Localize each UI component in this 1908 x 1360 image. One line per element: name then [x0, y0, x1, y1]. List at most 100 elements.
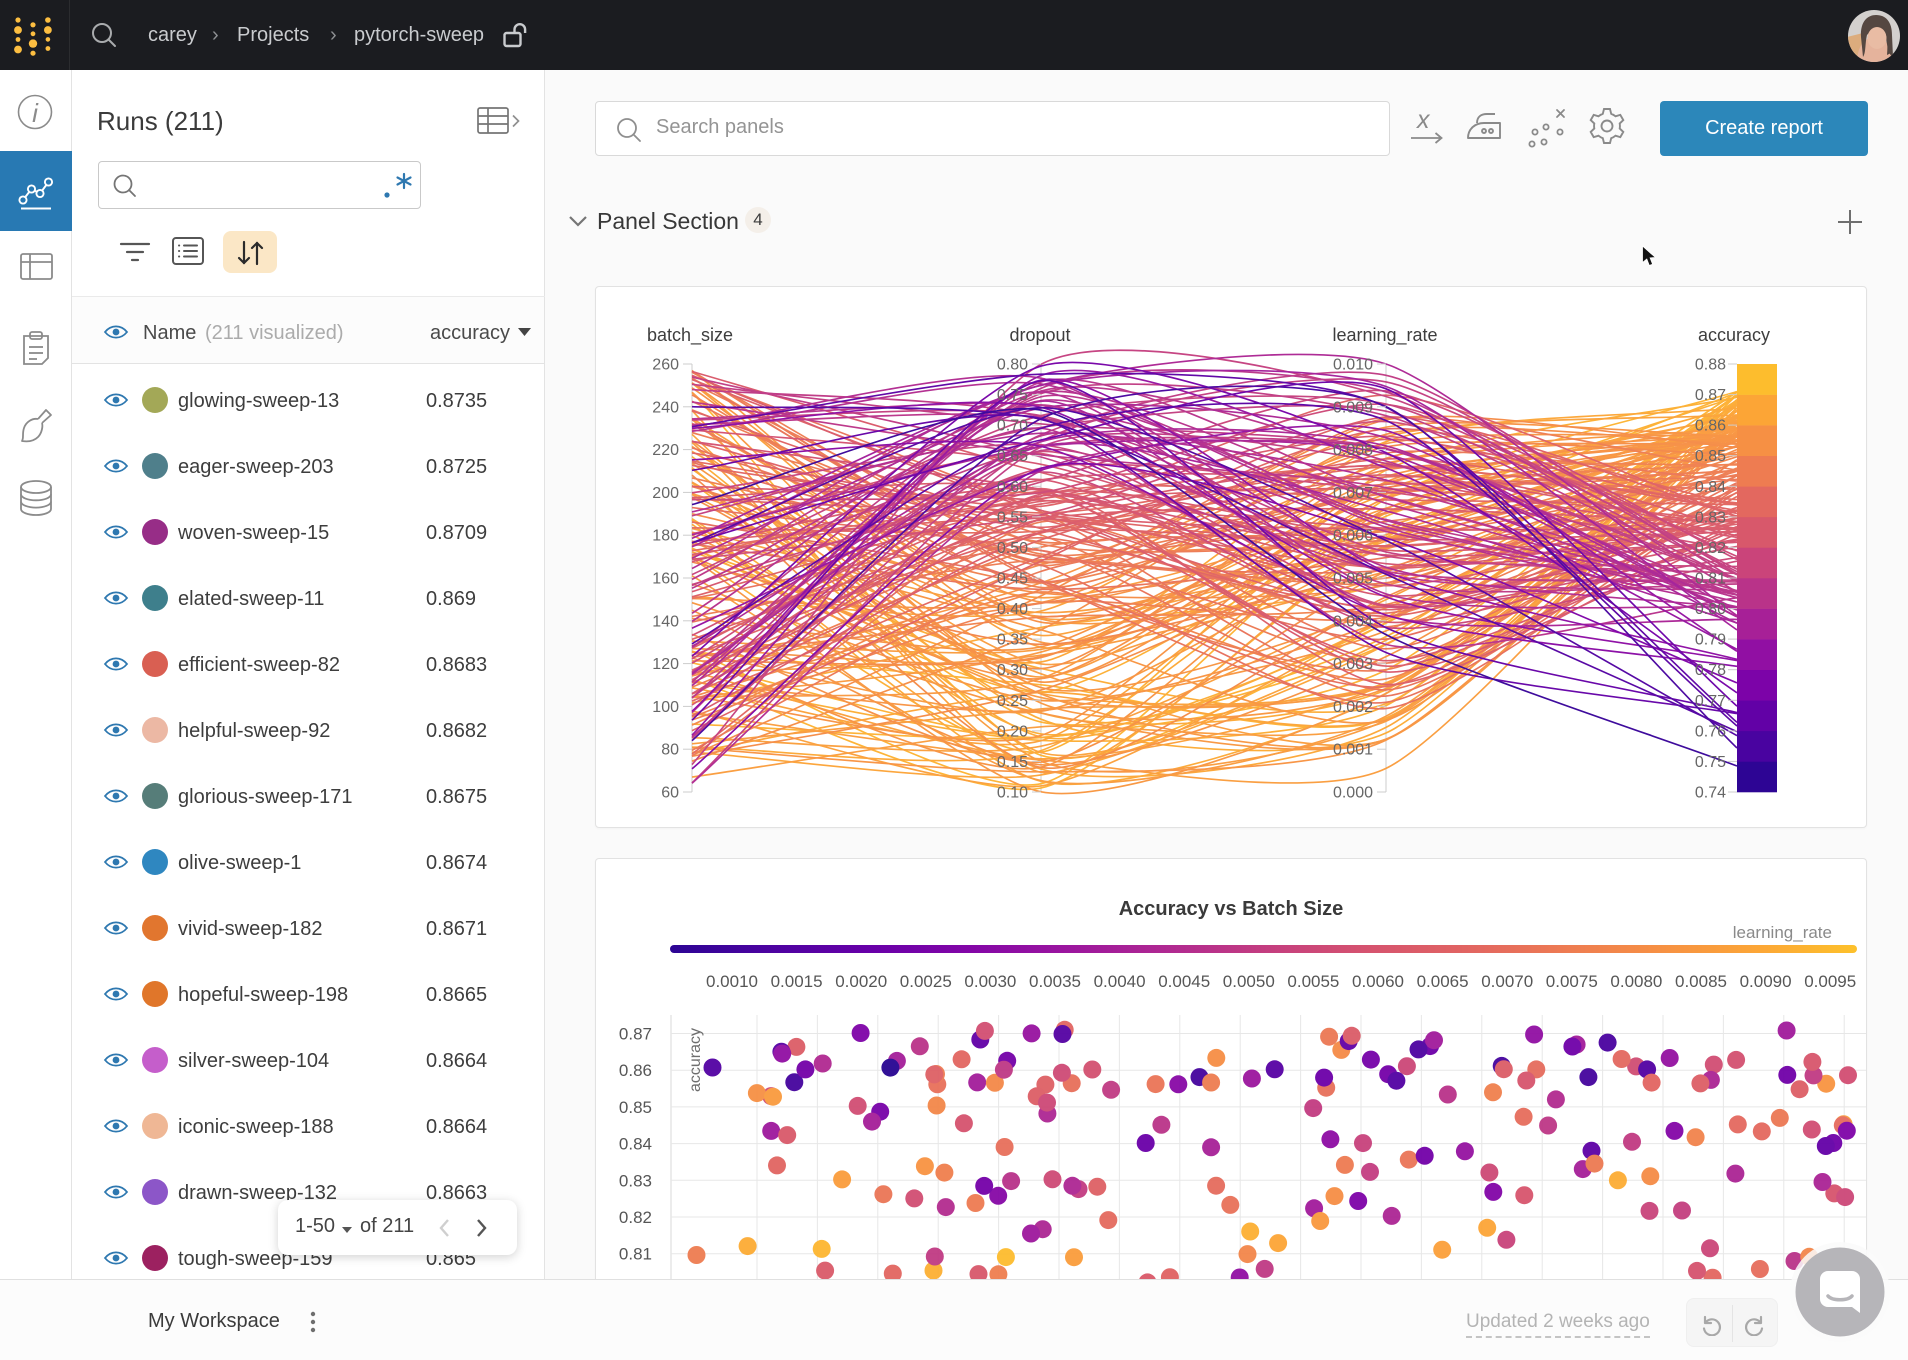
svg-text:0.006: 0.006	[1333, 528, 1373, 545]
svg-text:0.0030: 0.0030	[964, 972, 1016, 991]
svg-text:80: 80	[661, 742, 679, 759]
svg-text:0.0025: 0.0025	[900, 972, 952, 991]
svg-text:0.003: 0.003	[1333, 656, 1373, 673]
svg-text:0.0010: 0.0010	[706, 972, 758, 991]
svg-text:100: 100	[652, 699, 679, 716]
svg-text:0.86: 0.86	[1695, 418, 1726, 435]
svg-text:0.60: 0.60	[997, 479, 1028, 496]
svg-text:hopeful-sweep-198: hopeful-sweep-198	[178, 984, 348, 1006]
svg-text:0.10: 0.10	[997, 785, 1028, 802]
svg-text:0.15: 0.15	[997, 754, 1028, 771]
svg-text:0.55: 0.55	[997, 509, 1028, 526]
svg-text:0.80: 0.80	[997, 357, 1028, 374]
svg-text:0.8725: 0.8725	[426, 456, 487, 478]
svg-text:0.0020: 0.0020	[835, 972, 887, 991]
svg-text:(211 visualized): (211 visualized)	[205, 322, 344, 344]
svg-text:180: 180	[652, 528, 679, 545]
svg-text:0.85: 0.85	[1695, 448, 1726, 465]
svg-text:0.009: 0.009	[1333, 399, 1373, 416]
svg-text:0.82: 0.82	[619, 1208, 652, 1227]
svg-text:0.84: 0.84	[619, 1135, 652, 1154]
svg-text:0.83: 0.83	[619, 1171, 652, 1190]
svg-text:learning_rate: learning_rate	[1733, 923, 1832, 942]
svg-text:0.8683: 0.8683	[426, 654, 487, 676]
svg-text:0.75: 0.75	[997, 387, 1028, 404]
svg-text:drawn-sweep-132: drawn-sweep-132	[178, 1182, 337, 1204]
svg-text:0.74: 0.74	[1695, 785, 1726, 802]
svg-text:x: x	[1416, 106, 1431, 134]
svg-text:0.0055: 0.0055	[1287, 972, 1339, 991]
svg-text:200: 200	[652, 485, 679, 502]
svg-text:0.86: 0.86	[619, 1061, 652, 1080]
svg-text:accuracy: accuracy	[430, 322, 510, 344]
svg-text:0.79: 0.79	[1695, 632, 1726, 649]
svg-text:0.0040: 0.0040	[1094, 972, 1146, 991]
svg-text:0.76: 0.76	[1695, 723, 1726, 740]
svg-text:batch_size: batch_size	[647, 325, 733, 346]
svg-text:0.30: 0.30	[997, 662, 1028, 679]
svg-text:0.84: 0.84	[1695, 479, 1726, 496]
svg-text:0.65: 0.65	[997, 448, 1028, 465]
svg-text:160: 160	[652, 571, 679, 588]
svg-text:0.45: 0.45	[997, 571, 1028, 588]
svg-text:0.8675: 0.8675	[426, 786, 487, 808]
svg-text:240: 240	[652, 399, 679, 416]
svg-text:0.40: 0.40	[997, 601, 1028, 618]
svg-text:0.87: 0.87	[619, 1025, 652, 1044]
svg-text:silver-sweep-104: silver-sweep-104	[178, 1050, 329, 1072]
svg-text:0.87: 0.87	[1695, 387, 1726, 404]
svg-text:60: 60	[661, 785, 679, 802]
svg-text:0.8664: 0.8664	[426, 1116, 487, 1138]
svg-text:0.81: 0.81	[619, 1245, 652, 1264]
svg-text:woven-sweep-15: woven-sweep-15	[177, 522, 329, 544]
svg-text:0.78: 0.78	[1695, 662, 1726, 679]
svg-text:0.8664: 0.8664	[426, 1050, 487, 1072]
svg-text:accuracy: accuracy	[687, 1028, 704, 1092]
svg-text:0.0015: 0.0015	[771, 972, 823, 991]
svg-text:accuracy: accuracy	[1698, 325, 1770, 345]
svg-text:0.0065: 0.0065	[1417, 972, 1469, 991]
svg-text:0.001: 0.001	[1333, 742, 1373, 759]
svg-text:0.85: 0.85	[619, 1098, 652, 1117]
svg-text:eager-sweep-203: eager-sweep-203	[178, 456, 334, 478]
svg-text:0.8663: 0.8663	[426, 1182, 487, 1204]
svg-text:0.70: 0.70	[997, 418, 1028, 435]
svg-text:120: 120	[652, 656, 679, 673]
svg-text:0.0080: 0.0080	[1610, 972, 1662, 991]
svg-text:0.0050: 0.0050	[1223, 972, 1275, 991]
svg-text:Name: Name	[143, 322, 196, 344]
svg-text:0.004: 0.004	[1333, 613, 1373, 630]
svg-text:0.0075: 0.0075	[1546, 972, 1598, 991]
svg-text:0.008: 0.008	[1333, 442, 1373, 459]
svg-text:0.007: 0.007	[1333, 485, 1373, 502]
svg-text:0.000: 0.000	[1333, 785, 1373, 802]
svg-text:olive-sweep-1: olive-sweep-1	[178, 852, 301, 874]
svg-text:0.8671: 0.8671	[426, 918, 487, 940]
svg-text:0.8735: 0.8735	[426, 390, 487, 412]
svg-text:0.20: 0.20	[997, 723, 1028, 740]
svg-text:0.0095: 0.0095	[1804, 972, 1856, 991]
svg-text:glorious-sweep-171: glorious-sweep-171	[178, 786, 353, 808]
svg-text:0.25: 0.25	[997, 693, 1028, 710]
svg-text:0.88: 0.88	[1695, 357, 1726, 374]
svg-text:260: 260	[652, 357, 679, 374]
svg-text:learning_rate: learning_rate	[1332, 325, 1437, 346]
svg-text:dropout: dropout	[1009, 325, 1070, 345]
svg-text:0.35: 0.35	[997, 632, 1028, 649]
svg-text:0.83: 0.83	[1695, 509, 1726, 526]
svg-text:0.8665: 0.8665	[426, 984, 487, 1006]
svg-text:0.869: 0.869	[426, 588, 476, 610]
svg-text:Accuracy vs Batch Size: Accuracy vs Batch Size	[1119, 898, 1344, 920]
svg-text:0.010: 0.010	[1333, 357, 1373, 374]
svg-text:0.0070: 0.0070	[1481, 972, 1533, 991]
svg-text:0.8674: 0.8674	[426, 852, 487, 874]
svg-text:140: 140	[652, 613, 679, 630]
svg-text:efficient-sweep-82: efficient-sweep-82	[178, 654, 340, 676]
svg-text:0.8682: 0.8682	[426, 720, 487, 742]
svg-text:0.75: 0.75	[1695, 754, 1726, 771]
svg-text:0.005: 0.005	[1333, 571, 1373, 588]
svg-text:0.8709: 0.8709	[426, 522, 487, 544]
svg-text:0.0035: 0.0035	[1029, 972, 1081, 991]
svg-text:0.80: 0.80	[1695, 601, 1726, 618]
svg-text:iconic-sweep-188: iconic-sweep-188	[178, 1116, 334, 1138]
